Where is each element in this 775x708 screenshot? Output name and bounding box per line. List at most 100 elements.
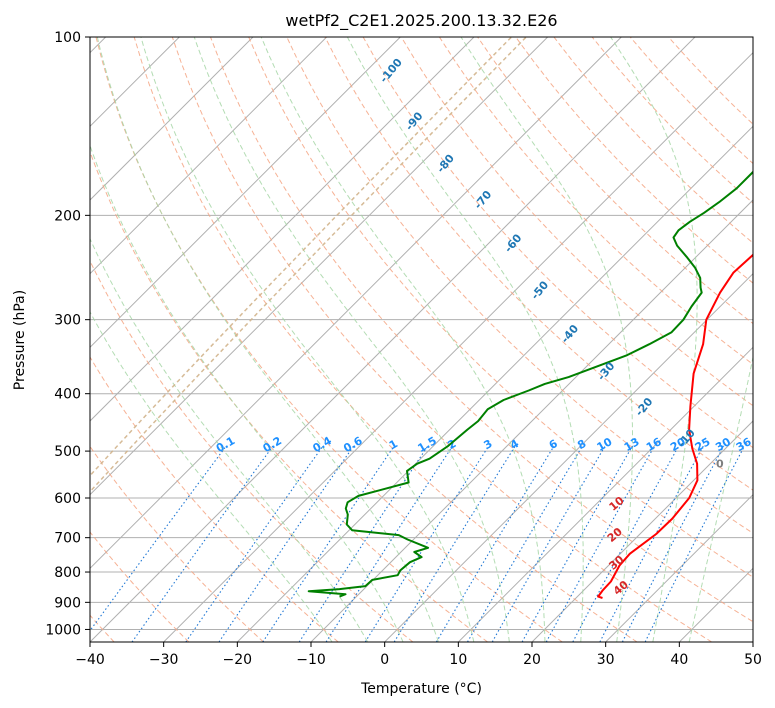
y-axis-title: Pressure (hPa) [12,290,28,390]
mixing-ratio-line [435,445,555,642]
mixing-ratio-line [131,445,274,642]
moist-adiabat [346,37,584,642]
chart-title: wetPf2_C2E1.2025.200.13.32.E26 [285,11,557,31]
adiabat-annotation: 40 [611,578,631,598]
isotherm-gridline [90,37,254,201]
isotherm-gridline [605,493,753,642]
x-tick-label: 10 [449,652,467,668]
isotherm-gridline [310,199,753,642]
plot-area: 0.1 0.2 0.4 0.6 1 1.5 2 3 4 6 8 10 13 16 20 25 30 36-100-… [90,37,754,642]
mixing-ratio-line [572,445,680,642]
dewpoint-profile [307,170,753,598]
isotherm-gridline [90,37,622,570]
mixing-ratio-label: 4 [508,437,521,452]
isotherm-annotation: -20 [633,395,656,419]
mixing-ratio-label: 1 [387,437,400,452]
adiabat-annotation: 20 [605,525,625,545]
mixing-ratio-line [521,445,633,642]
mixing-ratio-line [185,445,324,642]
dry-adiabat [133,37,638,642]
y-tick-label: 900 [54,595,81,611]
x-tick-label: −20 [223,652,253,668]
mixing-ratio-line [364,445,490,642]
dry-adiabat [171,37,712,642]
dry-adiabat [210,37,753,623]
x-tick-label: −10 [296,652,326,668]
mixing-ratio-line [467,445,584,642]
dry-adiabat [324,37,753,491]
isotherm-gridline [90,37,696,642]
x-tick-label: 40 [670,652,688,668]
y-tick-label: 300 [54,313,81,329]
mixing-ratio-line [90,445,227,632]
dry-adiabat [553,37,753,244]
y-tick-label: 800 [54,565,81,581]
dry-adiabat [248,37,753,578]
mixing-ratio-line [393,445,516,642]
dry-adiabat [515,37,753,284]
y-tick-label: 700 [54,531,81,547]
mixing-ratio-line [545,445,656,642]
dry-adiabat [438,37,753,366]
isotherm-gridline [531,420,753,642]
mixing-ratio-label: 36 [734,435,754,454]
dry-adiabat [90,259,414,642]
moist-adiabat [96,37,439,642]
isotherm-gridline [90,37,328,275]
mixing-ratio-line [218,445,355,642]
plot-frame [89,36,754,643]
dry-adiabat [591,37,753,204]
isotherm-gridline [90,37,401,349]
mixing-ratio-label: 0.1 [214,434,237,455]
x-tick-label: 0 [380,652,389,668]
isotherm-gridline [752,641,753,642]
isotherm-annotation: -70 [472,188,495,212]
x-axis-title: Temperature (°C) [360,681,482,697]
adiabat-annotation: 30 [606,553,626,573]
moist-adiabat [193,37,510,642]
x-tick-label: −30 [149,652,179,668]
y-tick-label: 500 [54,444,81,460]
isotherm-gridline [90,37,475,422]
moist-adiabat [90,310,333,642]
axis-ticks: −40 −30 −20 −10 0 10 20 30 40 5010020030040050060… [45,30,762,668]
mixing-ratio-label: 6 [547,437,560,452]
reference-curve [90,37,527,493]
isotherm-gridline [457,346,753,642]
temperature-profile [597,253,753,599]
y-tick-label: 200 [54,208,81,224]
dry-adiabat [90,356,339,642]
reference-curve [90,37,513,477]
isotherm-gridline [678,567,753,642]
y-tick-label: 400 [54,387,81,403]
mixing-ratio-line [325,445,454,642]
x-tick-label: 50 [744,652,762,668]
isotherm-annotation: -80 [434,152,457,176]
dry-adiabat [400,37,753,407]
y-tick-label: 100 [54,30,81,46]
moist-adiabat [460,37,633,642]
isotherm-annotation: -90 [403,109,426,133]
moist-adiabat [90,237,369,642]
mixing-ratio-label: 3 [481,437,494,452]
dry-adiabat [90,531,190,642]
isotherm-annotation: -30 [595,359,618,383]
mixing-ratio-line [644,445,746,642]
mixing-ratio-label: 1.5 [415,434,438,455]
isotherm-gridline [90,37,549,496]
mixing-ratio-line [621,445,725,642]
mixing-ratio-line [599,445,704,642]
isotherm-annotation: -40 [558,322,581,346]
moist-adiabat [688,355,753,642]
moist-adiabat [260,37,546,642]
freezing-annotation: 0 [716,458,724,471]
isotherm-gridline [163,51,753,642]
isotherm-annotation: -50 [529,278,552,302]
moist-adiabat [90,144,404,642]
moist-adiabat [610,37,698,642]
y-tick-label: 600 [54,491,81,507]
adiabat-annotation: 10 [607,494,627,514]
moist-adiabat [140,37,475,642]
dry-adiabat [668,37,753,125]
